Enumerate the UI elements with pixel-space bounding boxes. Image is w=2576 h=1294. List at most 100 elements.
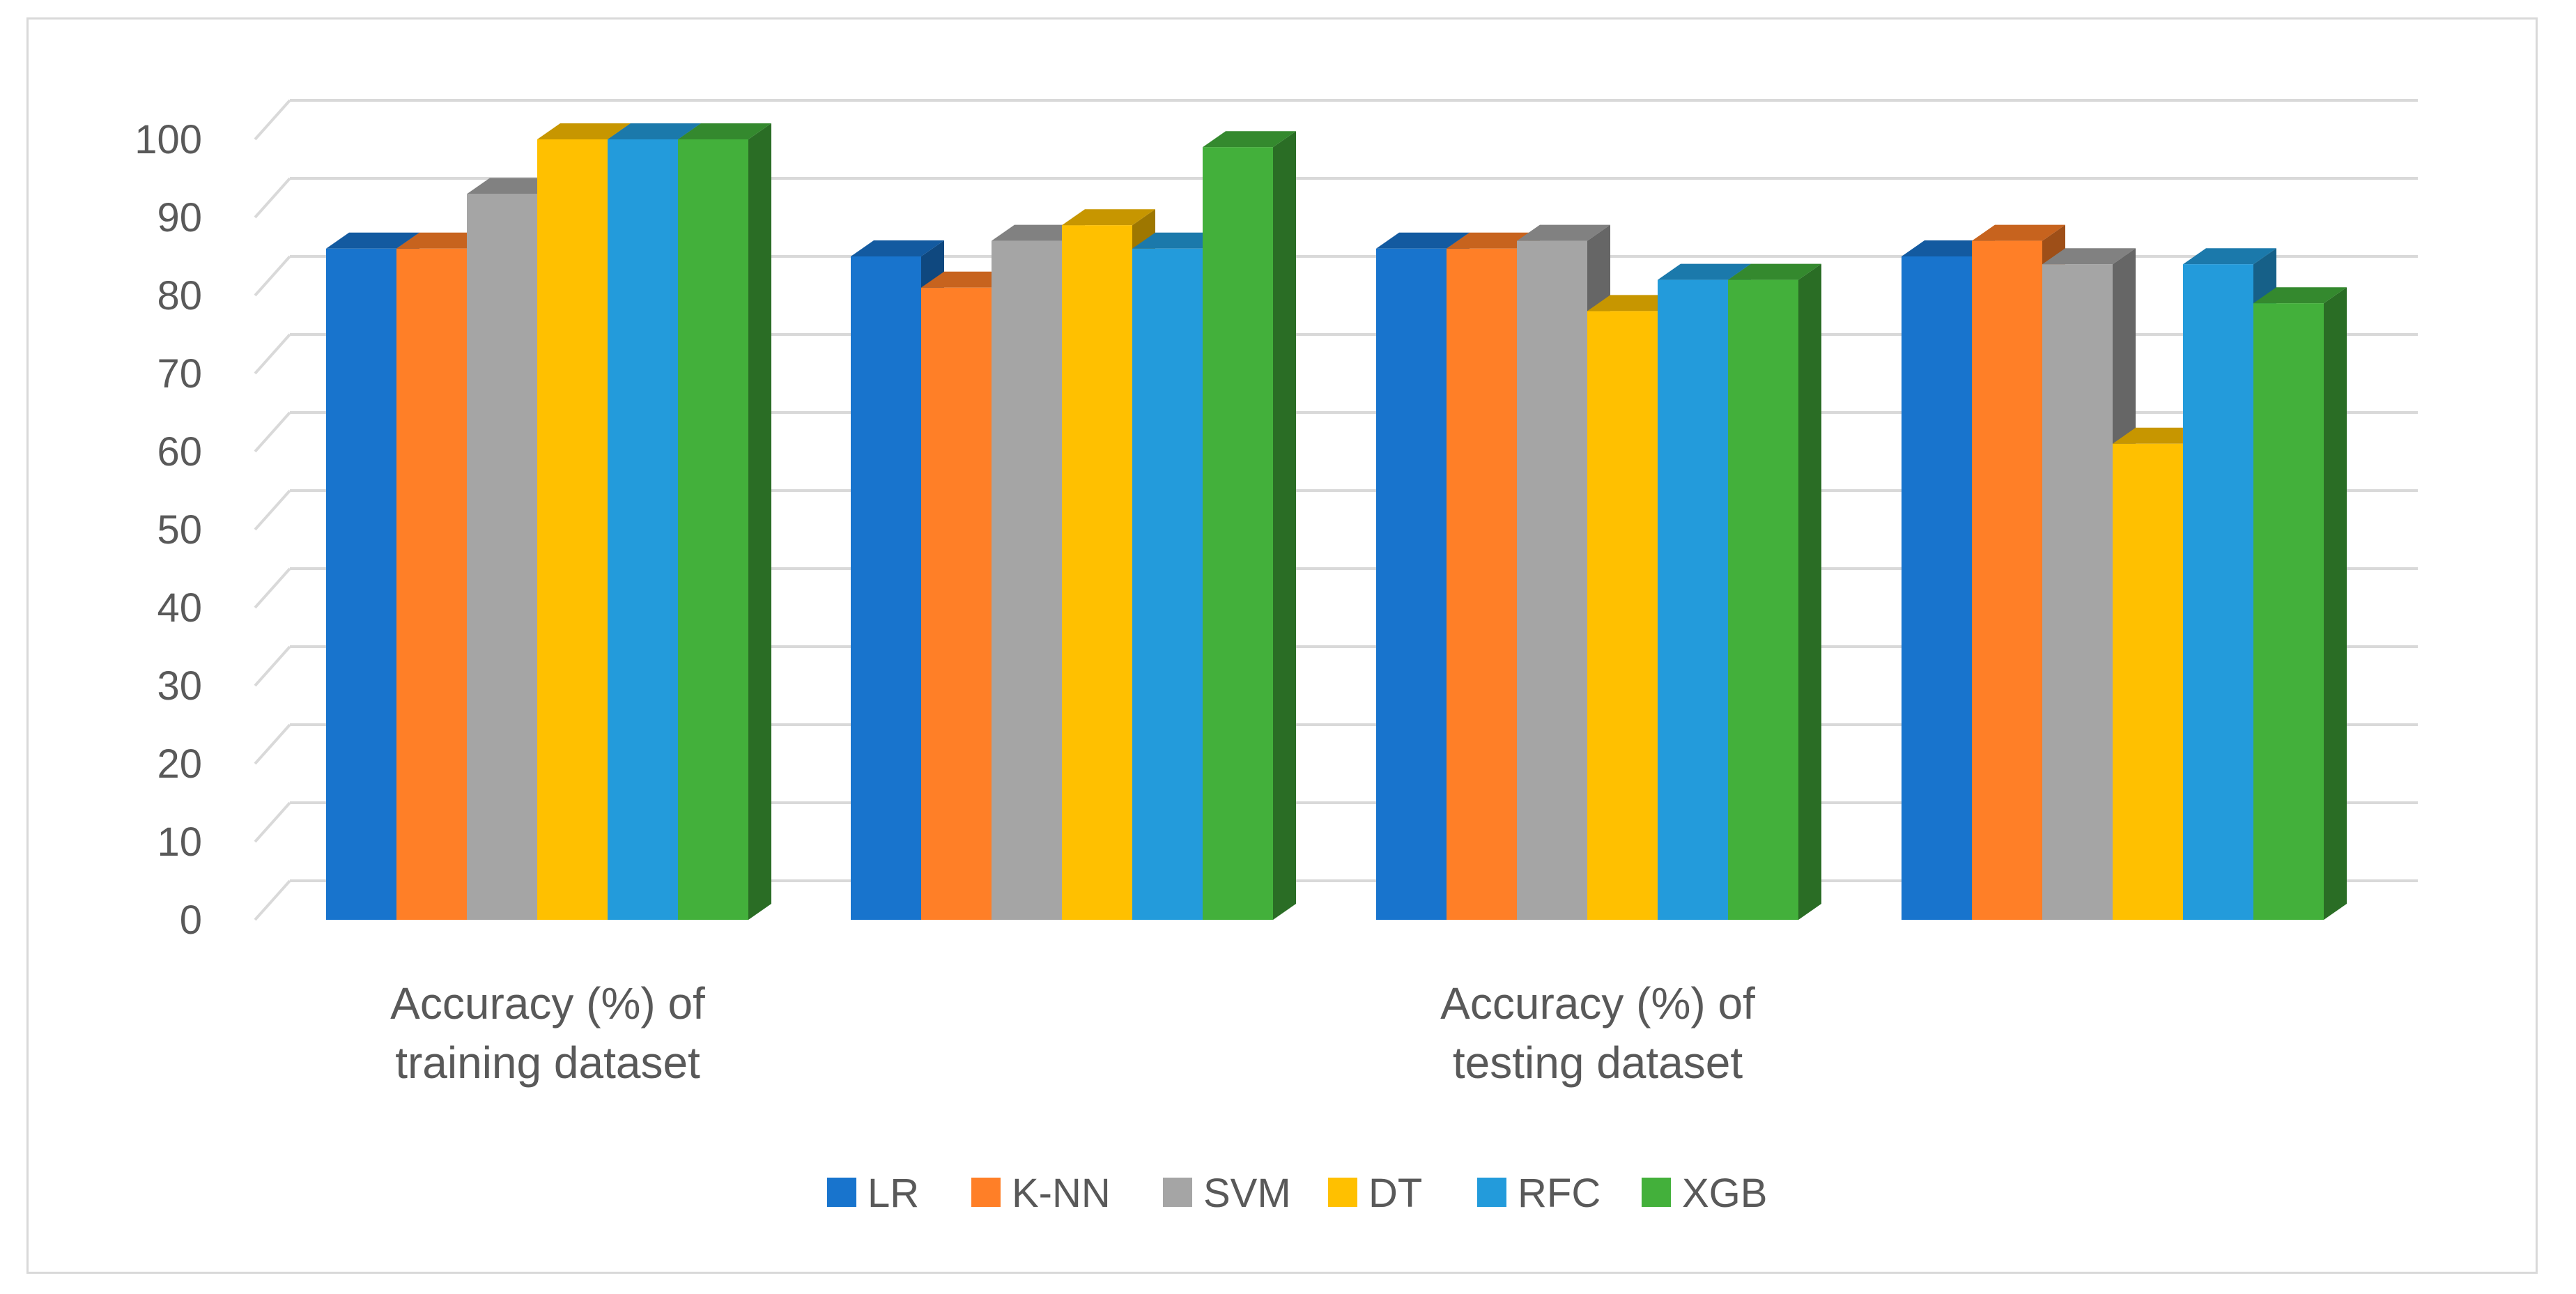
- bar-front-face: [396, 248, 467, 920]
- y-tick-label: 60: [157, 429, 202, 475]
- bar-side-face: [1273, 131, 1296, 921]
- legend-label: XGB: [1682, 1171, 1768, 1216]
- legend-label: DT: [1368, 1171, 1422, 1216]
- legend-label: LR: [867, 1171, 919, 1216]
- bar-top-face: [1902, 240, 1995, 256]
- bar-front-face: [1447, 248, 1517, 920]
- y-tick-label: 40: [157, 585, 202, 631]
- legend-label: K-NN: [1012, 1171, 1111, 1216]
- bar-side-face: [1798, 263, 1821, 921]
- bar-top-face: [2042, 248, 2136, 265]
- legend: LR K-NN SVM DT RFC XGB: [827, 1171, 1768, 1216]
- bar-top-face: [1132, 232, 1226, 249]
- bar-front-face: [326, 248, 396, 920]
- bar-top-face: [2183, 248, 2276, 265]
- grid-diagonal-80: [254, 255, 291, 297]
- bar-front-face: [1517, 240, 1587, 921]
- legend-item-svm: SVM: [1163, 1171, 1291, 1216]
- bar-top-face: [1062, 209, 1155, 226]
- bar-top-face: [678, 123, 771, 139]
- bar-top-face: [921, 271, 1015, 288]
- bar-top-face: [467, 178, 560, 194]
- bar-front-face: [1203, 147, 1273, 921]
- y-tick-label: 90: [157, 195, 202, 240]
- bar-front-face: [992, 240, 1062, 921]
- category-label: Accuracy (%) of: [390, 978, 705, 1029]
- legend-item-xgb: XGB: [1642, 1171, 1768, 1216]
- bar-front-face: [921, 287, 992, 920]
- bar-side-face: [2324, 287, 2347, 920]
- y-tick-label: 20: [157, 741, 202, 787]
- bar-top-face: [1587, 295, 1681, 311]
- bar-front-face: [1587, 311, 1658, 920]
- bar-top-face: [1658, 263, 1751, 280]
- bar-front-face: [851, 256, 921, 920]
- bar-front-face: [467, 194, 537, 920]
- legend-swatch: [1477, 1178, 1506, 1207]
- grid-diagonal-0: [254, 879, 291, 921]
- bar-front-face: [678, 139, 748, 920]
- grid-diagonal-40: [254, 567, 291, 609]
- grid-diagonal-60: [254, 411, 291, 453]
- bar-front-face: [1728, 279, 1798, 921]
- bar-front-face: [537, 139, 608, 920]
- y-tick-label: 30: [157, 663, 202, 709]
- legend-item-lr: LR: [827, 1171, 919, 1216]
- grid-diagonal-100: [254, 99, 291, 141]
- grid-diagonal-70: [254, 333, 291, 375]
- category-label: Accuracy (%) of: [1440, 978, 1755, 1029]
- bar-front-face: [1658, 279, 1728, 921]
- grid-diagonal-10: [254, 801, 291, 843]
- bar-top-face: [851, 240, 944, 256]
- bar-top-face: [2113, 427, 2206, 444]
- bar-xgb-group-1: [678, 123, 771, 920]
- y-axis-ticks: 0 10 20 30 40 50 60 70 80 90 100: [134, 117, 202, 943]
- legend-swatch: [1328, 1178, 1357, 1207]
- bar-front-face: [1376, 248, 1447, 920]
- bar-front-face: [2042, 264, 2113, 920]
- bar-xgb-group-2: [1203, 131, 1296, 921]
- legend-label: RFC: [1518, 1171, 1601, 1216]
- grid-diagonal-20: [254, 723, 291, 765]
- bar-front-face: [2253, 303, 2324, 920]
- bar-top-face: [992, 224, 1085, 241]
- bar-top-face: [537, 123, 631, 139]
- y-tick-label: 70: [157, 351, 202, 396]
- bar-front-face: [2113, 443, 2183, 920]
- legend-item-k-nn: K-NN: [971, 1171, 1111, 1216]
- y-tick-label: 50: [157, 507, 202, 553]
- bar-top-face: [1376, 232, 1470, 249]
- bar-top-face: [396, 232, 490, 249]
- bar-front-face: [2183, 264, 2253, 920]
- grid-diagonal-90: [254, 177, 291, 219]
- bar-top-face: [1728, 263, 1821, 280]
- bar-front-face: [1902, 256, 1972, 920]
- y-tick-label: 10: [157, 819, 202, 865]
- category-label: testing dataset: [1453, 1038, 1743, 1088]
- bar-top-face: [326, 232, 419, 249]
- bars: [326, 123, 2347, 921]
- grid-diagonal-50: [254, 489, 291, 531]
- grid-diagonal-30: [254, 645, 291, 687]
- category-labels: Accuracy (%) of training dataset Accuracy …: [390, 978, 1755, 1088]
- legend-swatch: [1642, 1178, 1671, 1207]
- bar-top-face: [1447, 232, 1540, 249]
- bar-top-face: [1972, 224, 2065, 241]
- legend-item-dt: DT: [1328, 1171, 1422, 1216]
- bar-front-face: [608, 139, 678, 920]
- bar-top-face: [1517, 224, 1610, 241]
- bar-xgb-group-4: [2253, 287, 2347, 920]
- legend-label: SVM: [1203, 1171, 1291, 1216]
- legend-item-rfc: RFC: [1477, 1171, 1601, 1216]
- legend-swatch: [971, 1178, 1001, 1207]
- y-tick-label: 100: [134, 117, 202, 162]
- bar-top-face: [1203, 131, 1296, 148]
- category-label: training dataset: [395, 1038, 700, 1088]
- y-tick-label: 80: [157, 273, 202, 318]
- bar-side-face: [748, 123, 771, 920]
- y-tick-label: 0: [180, 898, 202, 943]
- bar-front-face: [1972, 240, 2042, 921]
- bar-xgb-group-3: [1728, 263, 1821, 921]
- legend-swatch: [1163, 1178, 1192, 1207]
